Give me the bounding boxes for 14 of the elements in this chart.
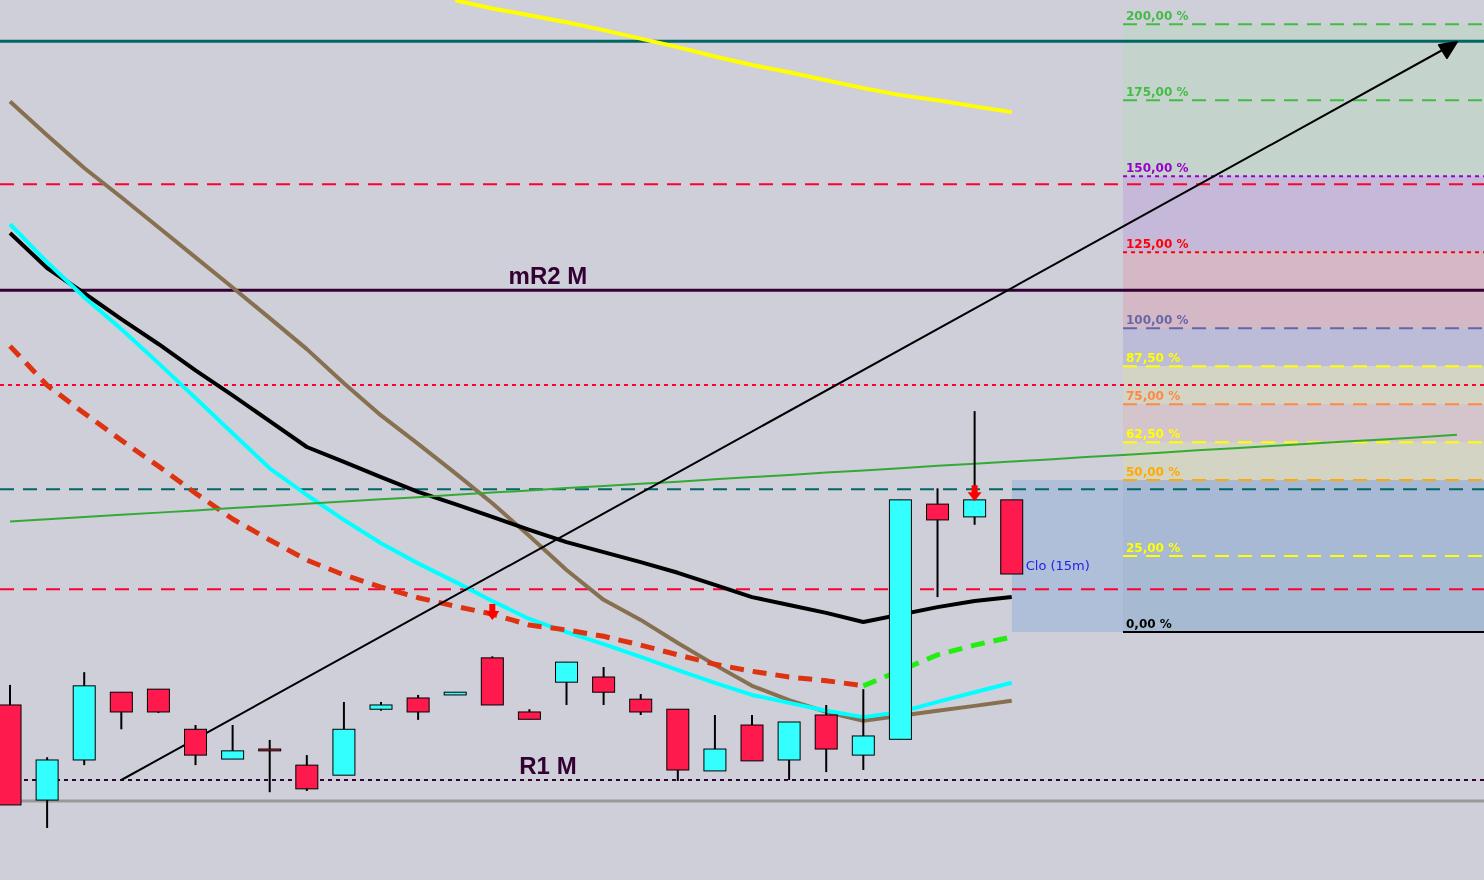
- y-tick-label: 200,00 %: [1126, 8, 1189, 23]
- y-tick-label: 0,00 %: [1126, 616, 1172, 631]
- y-tick-label: 175,00 %: [1126, 84, 1189, 99]
- y-tick-label: 150,00 %: [1126, 160, 1189, 175]
- ref-line-label: mR2 M: [508, 262, 588, 290]
- y-tick-label: 75,00 %: [1126, 388, 1181, 403]
- ref-line-label: R1 M: [519, 752, 577, 780]
- band-label: Clo (15m): [1025, 558, 1090, 574]
- y-tick-label: 125,00 %: [1126, 236, 1189, 251]
- y-tick-label: 62,50 %: [1126, 426, 1181, 441]
- y-tick-label: 25,00 %: [1126, 540, 1181, 555]
- y-tick-label: 100,00 %: [1126, 312, 1189, 327]
- y-tick-label: 87,50 %: [1126, 350, 1181, 365]
- y-tick-label: 50,00 %: [1126, 464, 1181, 479]
